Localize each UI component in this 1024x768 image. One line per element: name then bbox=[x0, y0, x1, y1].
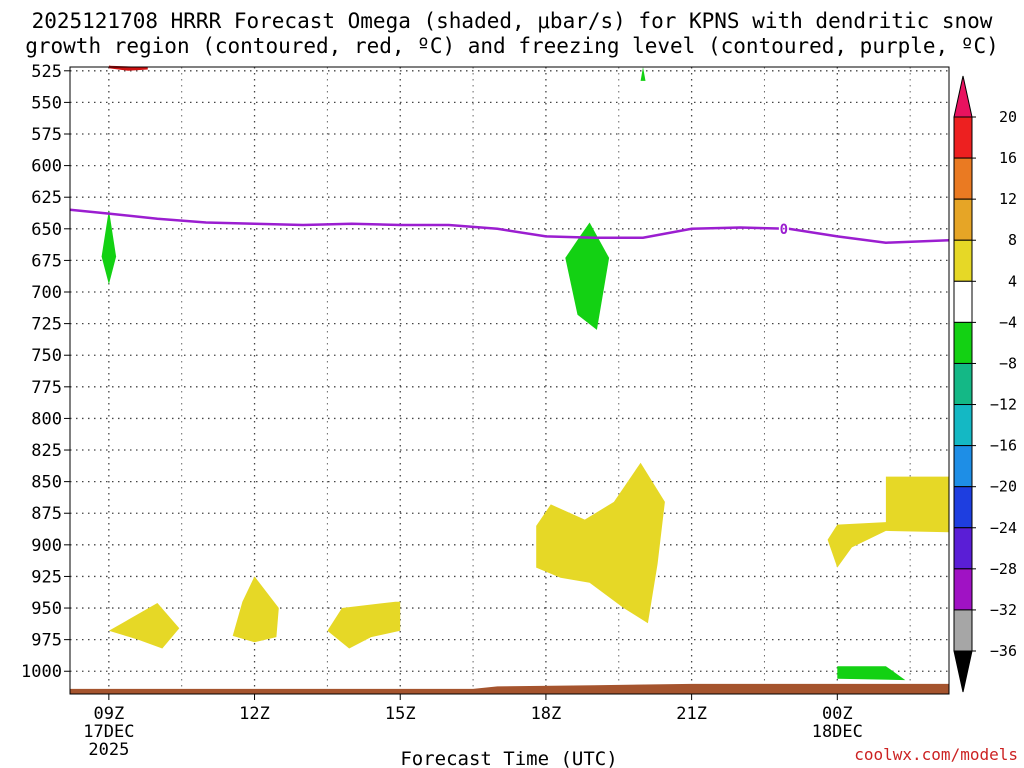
colorbar-label-7: −12 bbox=[990, 396, 1017, 414]
colorbar-segment-10 bbox=[953, 527, 973, 570]
omega-shading bbox=[101, 67, 949, 681]
x-tick-label-00Z: 00Z bbox=[822, 704, 853, 724]
surface-terrain bbox=[70, 683, 949, 694]
freezing-level-line bbox=[69, 208, 950, 244]
omega-region-5 bbox=[232, 576, 279, 643]
colorbar-label-11: −28 bbox=[990, 560, 1017, 578]
plot-frame bbox=[69, 66, 950, 695]
y-tick-label-600: 600 bbox=[31, 157, 62, 177]
x-tick-label-21Z: 21Z bbox=[676, 704, 707, 724]
x-axis-label: Forecast Time (UTC) bbox=[400, 748, 617, 768]
y-tick-label-625: 625 bbox=[31, 188, 62, 208]
y-tick-label-800: 800 bbox=[31, 409, 62, 429]
grid-lines bbox=[70, 67, 949, 694]
colorbar-segment-0 bbox=[953, 116, 973, 159]
colorbar-label-10: −24 bbox=[990, 519, 1017, 537]
y-tick-label-950: 950 bbox=[31, 599, 62, 619]
colorbar-segment-7 bbox=[953, 404, 973, 447]
y-tick-label-550: 550 bbox=[31, 93, 62, 113]
omega-region-1 bbox=[565, 222, 610, 330]
colorbar-label-13: −36 bbox=[990, 642, 1017, 660]
colorbar-segment-11 bbox=[953, 568, 973, 611]
y-tick-label-675: 675 bbox=[31, 251, 62, 271]
x-tick-label-18Z: 18Z bbox=[531, 704, 562, 724]
y-tick-label-725: 725 bbox=[31, 315, 62, 335]
colorbar-label-8: −16 bbox=[990, 437, 1017, 455]
colorbar-segment-8 bbox=[953, 445, 973, 488]
freezing-level-label-bg bbox=[778, 220, 789, 236]
colorbar-label-1: 16 bbox=[999, 149, 1017, 167]
omega-region-3 bbox=[837, 666, 906, 681]
x-tick-label-15Z: 15Z bbox=[385, 704, 416, 724]
credit-text: coolwx.com/models bbox=[854, 745, 1018, 764]
y-tick-label-825: 825 bbox=[31, 441, 62, 461]
colorbar-label-6: −8 bbox=[999, 354, 1017, 372]
colorbar-segment-12 bbox=[953, 609, 973, 652]
omega-region-0 bbox=[101, 209, 117, 285]
y-axis-ticks: 525 550 575 600 625 650 675 700 725 750 775 800 825 8… bbox=[21, 62, 70, 682]
omega-region-7 bbox=[536, 462, 665, 624]
colorbar-label-0: 20 bbox=[999, 108, 1017, 126]
y-tick-label-525: 525 bbox=[31, 62, 62, 82]
colorbar-label-2: 12 bbox=[999, 190, 1017, 208]
x-tick-label-09Z: 09Z bbox=[93, 704, 124, 724]
colorbar: 20 16 12 8 4 −4 −8 −12 −16 −20 −24 −28 −32 −36 bbox=[953, 75, 1017, 693]
colorbar-label-3: 8 bbox=[1008, 231, 1017, 249]
omega-region-8 bbox=[827, 476, 949, 568]
x-tick-date-00Z: 18DEC bbox=[812, 722, 863, 742]
omega-region-6 bbox=[327, 601, 401, 649]
colorbar-segment-1 bbox=[953, 157, 973, 200]
chart-title-line-2: growth region (contoured, red, ºC) and f… bbox=[25, 34, 999, 58]
chart-title-line-1: 2025121708 HRRR Forecast Omega (shaded, … bbox=[32, 9, 993, 33]
colorbar-segment-3 bbox=[953, 239, 973, 282]
contours: 0 bbox=[69, 65, 950, 244]
colorbar-top-arrow bbox=[953, 75, 973, 118]
omega-region-4 bbox=[108, 603, 180, 649]
colorbar-segment-9 bbox=[953, 486, 973, 529]
x-tick-label-12Z: 12Z bbox=[239, 704, 270, 724]
y-tick-label-775: 775 bbox=[31, 378, 62, 398]
colorbar-segment-4 bbox=[953, 280, 973, 323]
y-tick-label-700: 700 bbox=[31, 283, 62, 303]
y-tick-label-900: 900 bbox=[31, 536, 62, 556]
colorbar-segment-6 bbox=[953, 362, 973, 406]
omega-region-2 bbox=[640, 67, 646, 81]
y-tick-label-650: 650 bbox=[31, 220, 62, 240]
colorbar-label-4: 4 bbox=[1008, 272, 1017, 290]
y-tick-label-850: 850 bbox=[31, 473, 62, 493]
colorbar-label-9: −20 bbox=[990, 478, 1017, 496]
dgz-contour-0 bbox=[108, 65, 148, 71]
freezing-level-label: 0 bbox=[780, 222, 788, 238]
surface-polygon bbox=[70, 683, 949, 694]
y-tick-label-925: 925 bbox=[31, 567, 62, 587]
colorbar-label-5: −4 bbox=[999, 313, 1017, 331]
y-tick-label-750: 750 bbox=[31, 346, 62, 366]
colorbar-label-12: −32 bbox=[990, 601, 1017, 619]
y-tick-label-975: 975 bbox=[31, 631, 62, 651]
colorbar-segment-2 bbox=[953, 198, 973, 241]
colorbar-segment-5 bbox=[953, 321, 973, 364]
y-tick-label-575: 575 bbox=[31, 125, 62, 145]
y-tick-label-1000: 1000 bbox=[21, 662, 62, 682]
colorbar-bottom-arrow bbox=[953, 650, 973, 693]
y-tick-label-875: 875 bbox=[31, 504, 62, 524]
x-tick-date-09Z: 17DEC bbox=[83, 722, 134, 742]
x-tick-year-09Z: 2025 bbox=[88, 740, 129, 760]
